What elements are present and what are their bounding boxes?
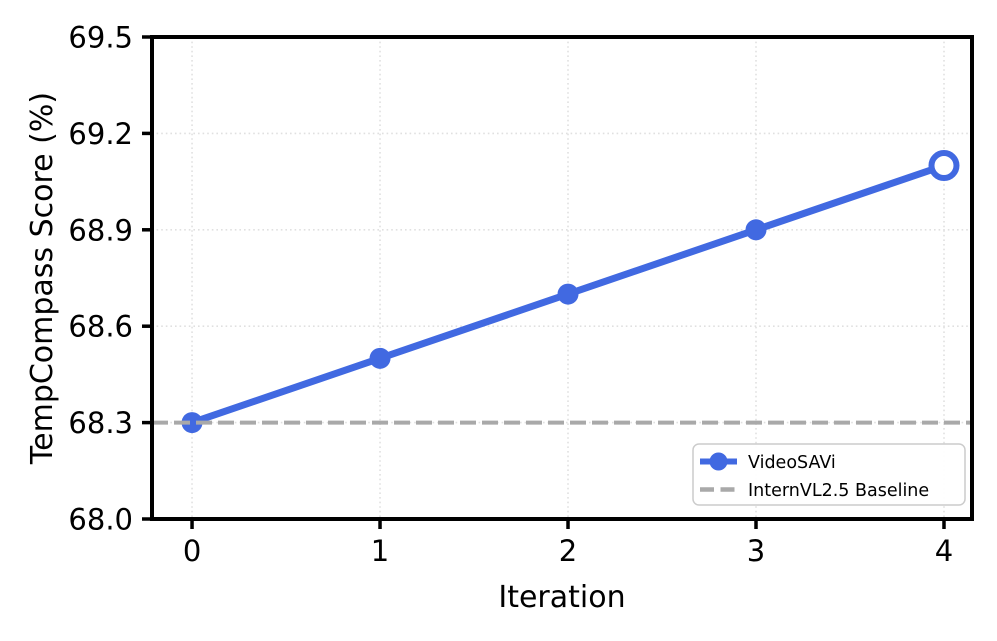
- legend-label-videosavi: VideoSAVi: [748, 453, 836, 473]
- legend-box: [692, 443, 966, 506]
- legend-sample-marker-videosavi: [709, 452, 728, 471]
- y-tick-label-1: 68.3: [68, 406, 133, 440]
- data-point-1: [369, 347, 391, 369]
- x-tick-label-0: 0: [183, 534, 201, 568]
- data-point-2: [557, 283, 579, 305]
- data-point-4: [928, 150, 960, 182]
- y-axis-label: TempCompass Score (%): [25, 92, 60, 465]
- x-tick-label-3: 3: [747, 534, 765, 568]
- legend-samples: [700, 452, 737, 492]
- x-tick-label-2: 2: [559, 534, 577, 568]
- data-point-0: [181, 412, 203, 434]
- y-tick-label-2: 68.6: [68, 310, 133, 344]
- x-tick-label-4: 4: [935, 534, 953, 568]
- plot-border: [150, 35, 974, 521]
- data-point-3: [745, 219, 767, 241]
- series-lines: [152, 150, 972, 434]
- x-axis-label: Iteration: [498, 580, 625, 615]
- y-tick-label-3: 68.9: [68, 213, 133, 247]
- y-tick-label-4: 69.2: [68, 117, 133, 151]
- tick-labels: 0 1 2 3 4 68.0 68.3 68.6 68.9 69.2 69.5: [68, 21, 953, 569]
- legend: VideoSAVi InternVL2.5 Baseline: [692, 443, 966, 506]
- y-tick-label-5: 69.5: [68, 21, 133, 55]
- x-tick-label-1: 1: [371, 534, 389, 568]
- legend-label-baseline: InternVL2.5 Baseline: [748, 481, 929, 501]
- y-tick-label-0: 68.0: [68, 503, 133, 537]
